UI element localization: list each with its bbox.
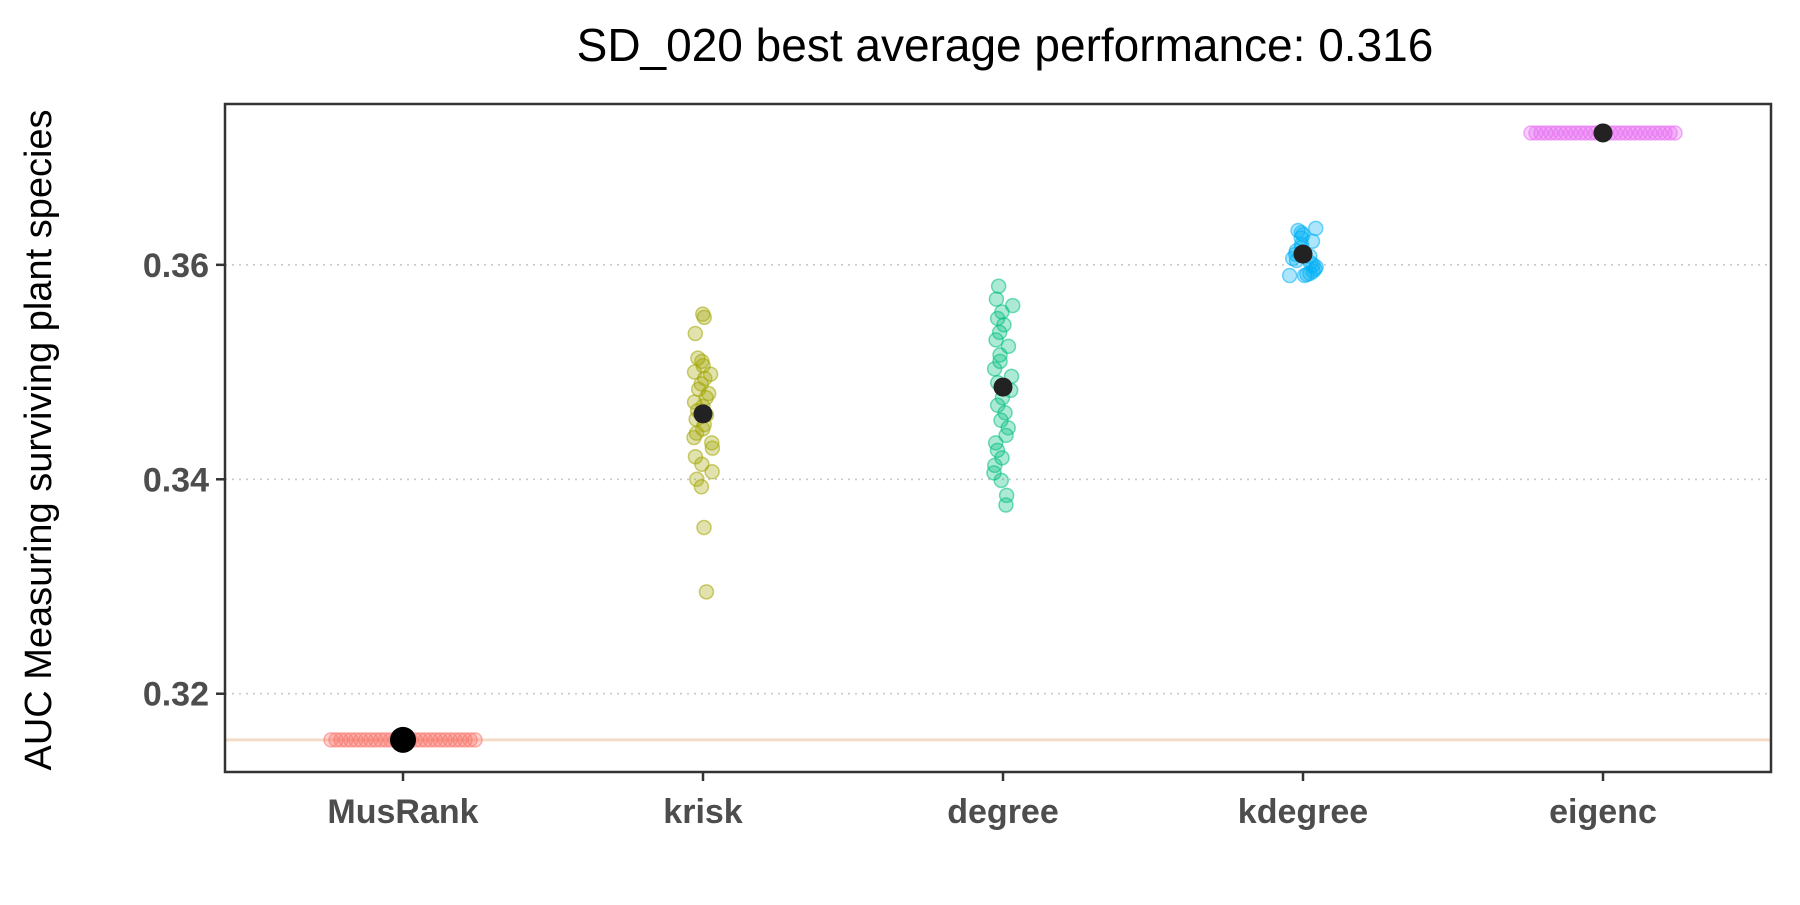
mean-marker-degree bbox=[993, 377, 1013, 397]
data-point-degree bbox=[991, 324, 1008, 341]
mean-marker-krisk bbox=[693, 404, 713, 424]
axes: 0.32 0.34 0.36 MusRank krisk degree kdegree eig… bbox=[143, 247, 1657, 831]
data-point-krisk bbox=[698, 584, 715, 600]
data-point-krisk bbox=[689, 471, 705, 488]
data-point-degree bbox=[990, 278, 1007, 295]
data-point-krisk bbox=[704, 440, 721, 456]
data-point-degree bbox=[996, 317, 1012, 333]
x-tick-label-kdegree: kdegree bbox=[1238, 793, 1368, 831]
x-tick-label-degree: degree bbox=[947, 793, 1059, 831]
y-tick-label: 0.36 bbox=[143, 247, 209, 285]
data-points bbox=[323, 125, 1683, 748]
data-point-degree bbox=[993, 472, 1009, 489]
data-point-krisk bbox=[700, 385, 717, 402]
y-axis-label: AUC Measuring surviving plant species bbox=[18, 109, 60, 770]
data-point-degree bbox=[989, 442, 1006, 459]
plot-panel-border bbox=[223, 102, 1773, 774]
data-point-krisk bbox=[694, 456, 710, 473]
mean-markers bbox=[390, 123, 1613, 753]
data-point-eigenc bbox=[1662, 125, 1678, 141]
data-point-krisk bbox=[688, 425, 705, 441]
data-point-krisk bbox=[696, 309, 712, 326]
mean-marker-eigenc bbox=[1593, 123, 1613, 143]
data-point-degree bbox=[998, 427, 1014, 444]
data-point-krisk bbox=[686, 394, 703, 410]
data-point-krisk bbox=[687, 325, 704, 342]
x-tick-label-eigenc: eigenc bbox=[1549, 793, 1657, 831]
data-point-degree bbox=[997, 405, 1013, 421]
data-point-degree bbox=[988, 332, 1004, 348]
data-point-eigenc bbox=[1667, 125, 1683, 141]
data-point-kdegree bbox=[1281, 267, 1298, 284]
x-tick-label-MusRank: MusRank bbox=[327, 793, 478, 831]
data-point-krisk bbox=[696, 519, 712, 536]
data-point-kdegree bbox=[1307, 220, 1324, 237]
data-point-MusRank bbox=[467, 732, 483, 748]
grid-lines bbox=[225, 264, 1771, 695]
data-point-krisk bbox=[686, 429, 702, 446]
mean-marker-kdegree bbox=[1293, 244, 1313, 264]
data-point-degree bbox=[998, 497, 1014, 513]
data-point-kdegree bbox=[1296, 267, 1313, 284]
data-point-krisk bbox=[693, 479, 710, 495]
y-tick-label: 0.34 bbox=[143, 461, 209, 499]
y-tick-label: 0.32 bbox=[143, 676, 209, 714]
data-point-MusRank bbox=[462, 732, 478, 748]
x-tick-label-krisk: krisk bbox=[663, 793, 742, 831]
data-point-krisk bbox=[704, 464, 720, 480]
data-point-krisk bbox=[704, 435, 720, 451]
mean-marker-MusRank bbox=[390, 726, 416, 753]
chart-title: SD_020 best average performance: 0.316 bbox=[577, 19, 1434, 71]
data-point-degree bbox=[988, 291, 1005, 307]
data-point-degree bbox=[986, 361, 1003, 377]
